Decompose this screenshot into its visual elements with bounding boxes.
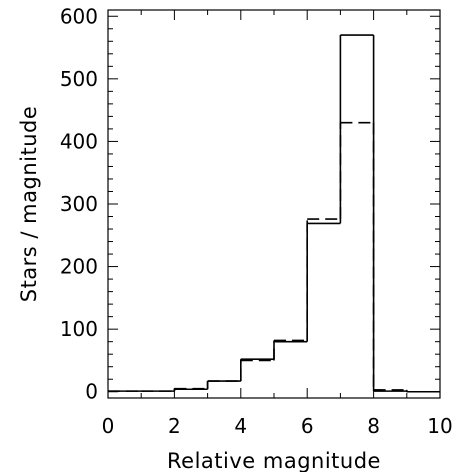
- series-solid: [108, 34, 440, 393]
- y-tick-label: 600: [60, 4, 98, 28]
- y-tick-label: 400: [60, 129, 98, 153]
- y-tick-label: 200: [60, 255, 98, 279]
- x-tick-label: 6: [301, 414, 314, 438]
- x-axis-title: Relative magnitude: [167, 449, 381, 472]
- x-tick-label: 0: [102, 414, 115, 438]
- y-tick-label: 0: [85, 380, 98, 404]
- x-tick-label: 8: [367, 414, 380, 438]
- y-tick-label: 300: [60, 192, 98, 216]
- x-axis-ticks: 0 2 4 6 8 10: [102, 10, 453, 438]
- y-axis-title: Stars / magnitude: [17, 106, 41, 303]
- x-tick-label: 2: [168, 414, 181, 438]
- y-tick-label: 100: [60, 317, 98, 341]
- y-tick-label: 500: [60, 67, 98, 91]
- histogram-series: [108, 34, 440, 393]
- x-tick-label: 10: [427, 414, 452, 438]
- y-axis-ticks: 0 100 200 300 400 500 600: [60, 4, 440, 404]
- x-tick-label: 4: [234, 414, 247, 438]
- series-dashed: [108, 121, 440, 393]
